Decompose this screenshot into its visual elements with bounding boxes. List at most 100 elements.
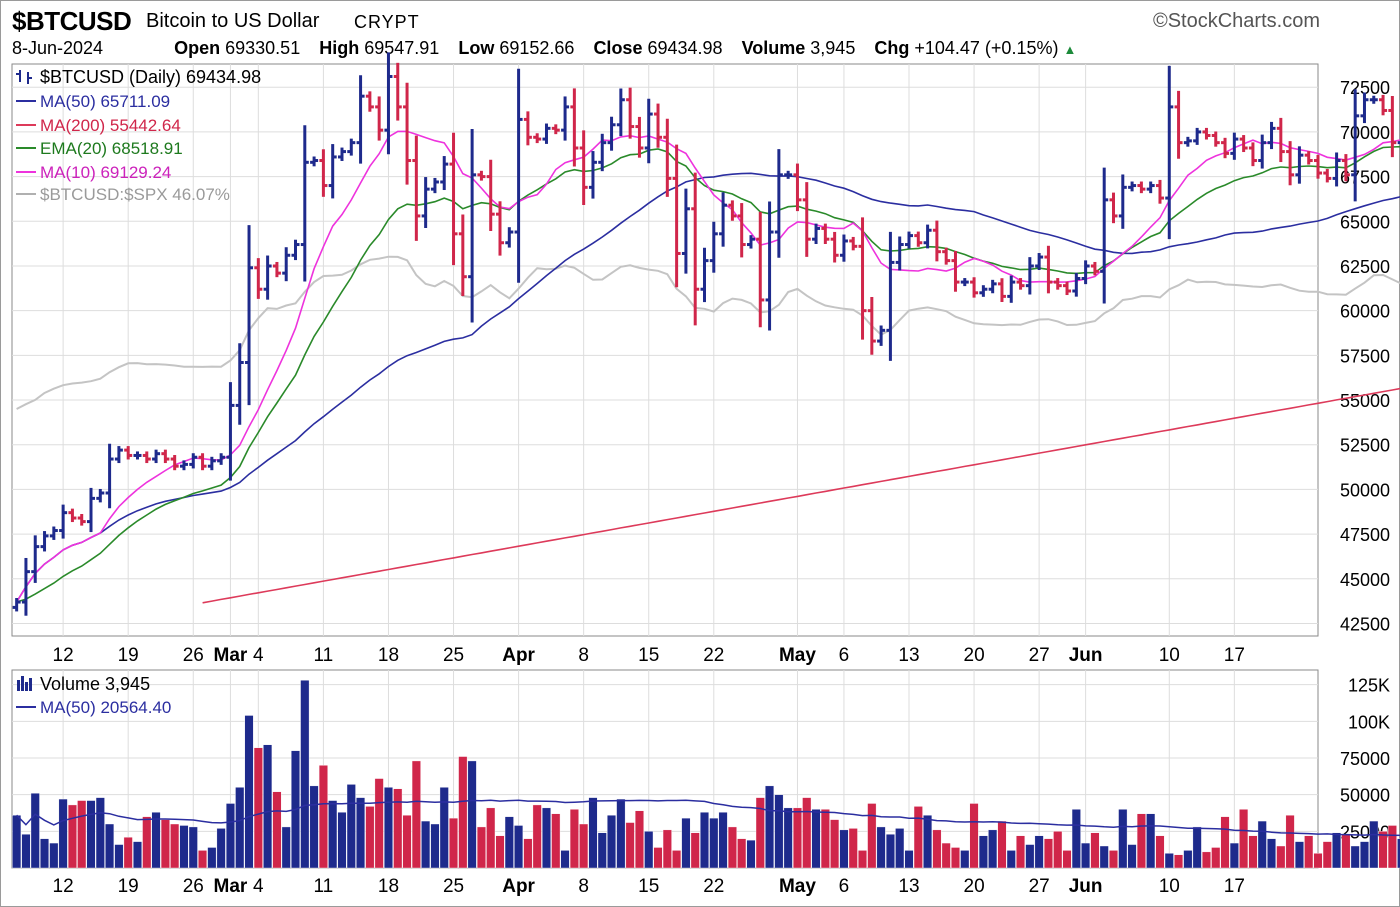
volume-x-tick-label: 4 (253, 876, 264, 897)
ma200-line (202, 387, 1400, 604)
x-tick-label: 8 (578, 645, 589, 666)
volume-bar (951, 847, 960, 869)
volume-bar (1360, 841, 1369, 869)
legend-price: $BTCUSD (Daily) 69434.98 (40, 67, 261, 87)
ohlc-bar-down (393, 62, 402, 121)
volume-tick-label: 75000 (1340, 749, 1390, 769)
ohlc-bar-up (245, 225, 254, 406)
volume-bar (988, 829, 998, 869)
volume-bar (913, 806, 923, 869)
high-value: 69547.91 (364, 38, 440, 58)
volume-bar (244, 715, 254, 869)
ohlc-bar-up (263, 255, 272, 300)
ohlc-bar-down (793, 163, 802, 212)
ohlc-bar-up (1100, 167, 1109, 304)
volume-bar (356, 797, 366, 869)
ohlc-bar-down (672, 144, 681, 288)
ohlc-bar-down (142, 451, 151, 464)
ohlc-bar-up (700, 247, 709, 303)
volume-bar (1211, 847, 1221, 869)
x-tick-label: 12 (53, 645, 74, 666)
volume-bar (225, 803, 235, 869)
ohlc-bar-up (114, 446, 123, 464)
volume-bar (978, 835, 988, 869)
volume-bar (802, 797, 812, 869)
ohlc-bar-down (728, 200, 737, 221)
volume-bar (77, 800, 87, 869)
volume-bar (923, 815, 933, 869)
volume-bar (783, 807, 793, 869)
ohlc-bar-up (1258, 134, 1267, 169)
ohlc-bar-up (1351, 89, 1360, 202)
ohlc-bar-up (105, 443, 114, 509)
volume-bar (569, 809, 579, 869)
volume-bar (895, 828, 905, 869)
quote-bar: 8-Jun-2024 Open 69330.51 High 69547.91 L… (12, 38, 1076, 59)
volume-bar (476, 826, 486, 869)
volume-bar (86, 800, 96, 869)
volume-bar (383, 787, 393, 869)
legend-ratio: $BTCUSD:$SPX 46.07% (40, 185, 230, 204)
volume-x-axis: 12 19 26 Mar 4 11 18 25 Apr 8 15 22 May 6 13 20 27 Jun 10 1… (53, 876, 1245, 897)
ohlc-bar-up (1081, 260, 1090, 285)
ohlc-bar-up (905, 231, 914, 249)
volume-bar (1090, 832, 1100, 869)
volume-x-tick-label: 19 (118, 876, 139, 897)
x-tick-label: 27 (1029, 645, 1050, 666)
ohlc-bar-up (1025, 257, 1034, 295)
volume-bar (997, 820, 1007, 869)
volume-bar (746, 839, 756, 869)
volume-bar (263, 744, 273, 869)
ohlc-bar-up (49, 526, 58, 540)
ohlc-bar-down (970, 277, 979, 298)
volume-bar (188, 826, 198, 869)
volume-bar (1099, 845, 1109, 869)
ohlc-bar-up (207, 456, 216, 471)
ohlc-bar-down (1063, 281, 1072, 296)
volume-bar (216, 828, 226, 869)
volume-bars-icon (17, 676, 32, 691)
volume-bar (876, 826, 886, 869)
exchange-label: CRYPT (354, 12, 420, 32)
volume-bar (960, 850, 970, 869)
ohlc-bar-up (40, 531, 49, 552)
x-tick-label: Apr (502, 645, 535, 666)
volume-bar (123, 837, 133, 869)
bars-icon (16, 70, 32, 84)
ohlc-bar-up (923, 224, 932, 249)
volume-bar (467, 760, 477, 869)
legend-ma200: MA(200) 55442.64 (40, 116, 181, 135)
volume-bar (449, 817, 459, 869)
ohlc-bar-down (756, 211, 765, 328)
ohlc-bar-down (1202, 127, 1211, 140)
volume-bar (142, 816, 152, 869)
ohlc-bar-up (356, 75, 365, 164)
ohlc-bar-down (68, 508, 77, 523)
ohlc-bar-up (300, 125, 309, 282)
price-tick-label: 65000 (1340, 212, 1390, 232)
volume-bar (1118, 809, 1128, 869)
ohlc-bar-up (440, 156, 449, 191)
ohlc-bar-up (607, 116, 616, 151)
ohlc-bar-up (31, 535, 40, 583)
ohlc-bar-up (310, 156, 319, 167)
ohlc-bar-up (12, 598, 21, 612)
open-label: Open (174, 38, 221, 58)
ohlc-bar-down (458, 214, 467, 297)
volume-legend: Volume 3,945 MA(50) 20564.40 (16, 674, 171, 717)
volume-bar (402, 815, 412, 869)
brand-logo[interactable]: ©StockCharts.com (1152, 10, 1320, 32)
volume-x-tick-label: 8 (578, 876, 589, 897)
ohlc-bar-down (170, 455, 179, 471)
volume-bar (198, 850, 208, 869)
volume-bar (1155, 835, 1165, 869)
volume-bar (709, 817, 719, 869)
volume-bar (1034, 835, 1044, 869)
ohlc-bar-up (514, 68, 523, 283)
volume-bar (560, 850, 570, 869)
volume-bar (542, 807, 551, 869)
price-y-axis: 42500 45000 47500 50000 52500 55000 57500 60000… (1340, 78, 1390, 634)
x-tick-label: 19 (118, 645, 139, 666)
ohlc-bar-down (654, 103, 663, 148)
